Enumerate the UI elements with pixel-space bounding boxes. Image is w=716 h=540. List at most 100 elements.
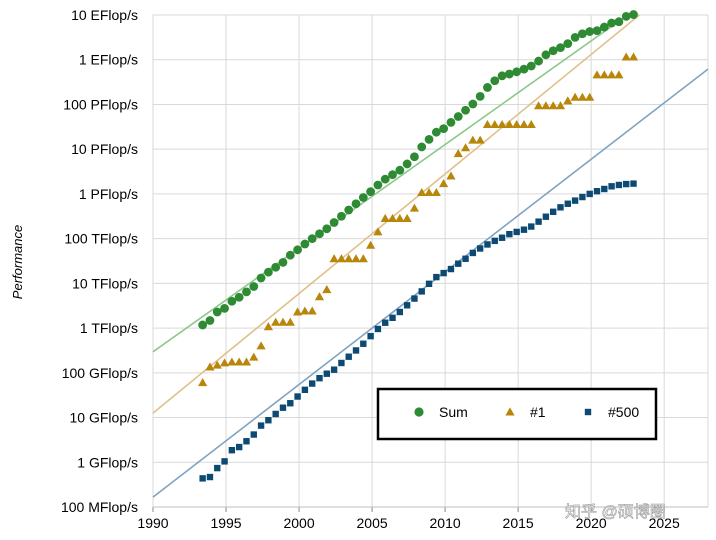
data-point xyxy=(453,149,463,158)
data-point xyxy=(256,341,266,350)
data-point xyxy=(366,187,376,197)
data-point xyxy=(411,295,418,302)
data-point xyxy=(307,306,317,315)
trend-line-triangle xyxy=(152,14,640,414)
data-point xyxy=(219,358,230,367)
x-tick-label: 2010 xyxy=(430,515,461,531)
y-tick-label: 1 GFlop/s xyxy=(77,454,138,470)
x-tick-label: 1990 xyxy=(137,515,168,531)
data-point xyxy=(541,101,551,110)
y-axis-label: Performance xyxy=(10,225,25,299)
data-point xyxy=(577,92,587,101)
x-tick-label: 2005 xyxy=(357,515,388,531)
data-point xyxy=(570,32,580,42)
data-point xyxy=(455,260,462,267)
data-point xyxy=(316,374,323,382)
data-point xyxy=(389,314,396,322)
data-point xyxy=(388,170,397,180)
data-point xyxy=(475,135,485,144)
data-point xyxy=(629,10,638,19)
data-point xyxy=(360,340,367,347)
data-point xyxy=(512,67,522,77)
data-point xyxy=(526,119,536,129)
data-point xyxy=(249,352,259,361)
y-tick-label: 10 TFlop/s xyxy=(72,275,138,291)
y-tick-label: 1 TFlop/s xyxy=(80,320,138,336)
data-point xyxy=(198,320,208,330)
data-point xyxy=(513,228,520,236)
data-point xyxy=(345,353,352,360)
legend-label: #1 xyxy=(530,404,546,420)
data-point xyxy=(198,378,208,387)
series-triangle xyxy=(198,52,639,387)
data-point xyxy=(623,180,630,188)
data-point xyxy=(417,187,427,197)
data-point xyxy=(424,187,434,197)
data-point xyxy=(351,199,361,209)
data-point xyxy=(227,357,237,366)
data-point xyxy=(528,223,535,230)
data-point xyxy=(228,446,236,454)
y-tick-label: 100 MFlop/s xyxy=(61,499,138,515)
data-point xyxy=(541,50,551,60)
data-point xyxy=(395,213,405,222)
data-point xyxy=(555,101,566,110)
data-point xyxy=(344,205,354,215)
legend-marker-square xyxy=(584,408,592,416)
data-point xyxy=(462,255,469,262)
y-tick-label: 100 GFlop/s xyxy=(62,365,138,381)
data-point xyxy=(491,237,498,245)
data-point xyxy=(403,302,411,309)
data-point xyxy=(570,92,580,101)
data-point xyxy=(265,417,272,424)
data-point xyxy=(307,234,317,244)
trend-line-circle xyxy=(152,14,629,353)
data-point xyxy=(549,208,557,215)
data-point xyxy=(520,226,528,233)
data-point xyxy=(278,257,288,267)
y-tick-label: 10 EFlop/s xyxy=(71,7,138,23)
legend-label: Sum xyxy=(439,404,468,420)
data-point xyxy=(263,267,273,277)
data-point xyxy=(271,262,281,272)
data-point xyxy=(212,307,222,317)
data-point xyxy=(272,410,279,418)
data-point xyxy=(607,70,617,79)
data-point xyxy=(599,70,609,79)
data-point xyxy=(439,179,449,188)
data-point xyxy=(614,70,624,79)
data-point xyxy=(563,39,573,49)
data-point xyxy=(585,92,595,101)
data-point xyxy=(608,183,615,190)
data-point xyxy=(366,240,376,249)
data-point xyxy=(373,227,383,236)
data-point xyxy=(504,119,514,129)
data-point xyxy=(564,200,571,207)
data-point xyxy=(374,325,382,333)
data-point xyxy=(418,288,425,295)
y-tick-label: 10 PFlop/s xyxy=(71,141,138,157)
data-point xyxy=(557,204,564,211)
data-point xyxy=(615,181,623,189)
data-point xyxy=(337,211,346,221)
data-point xyxy=(206,473,214,481)
data-point xyxy=(446,171,456,180)
data-point xyxy=(279,404,287,411)
data-point xyxy=(542,213,550,220)
data-point xyxy=(475,92,485,101)
data-point xyxy=(293,245,302,255)
data-point xyxy=(556,43,565,53)
data-point xyxy=(380,174,390,184)
data-point xyxy=(592,70,602,79)
data-point xyxy=(285,250,295,260)
data-point xyxy=(212,360,222,369)
legend-box xyxy=(376,387,658,441)
data-point xyxy=(285,317,295,326)
data-point xyxy=(593,188,601,195)
legend-label: #500 xyxy=(608,404,639,420)
data-point xyxy=(446,117,456,127)
data-point xyxy=(300,239,310,249)
data-point xyxy=(425,280,433,288)
data-point xyxy=(300,306,310,315)
